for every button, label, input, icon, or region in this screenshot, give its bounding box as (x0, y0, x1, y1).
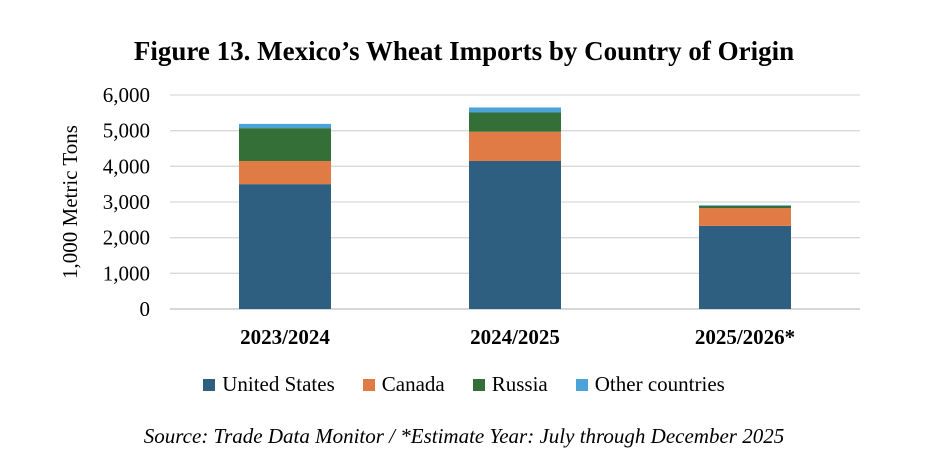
bar-segment (239, 184, 331, 309)
legend-swatch (472, 378, 485, 391)
bar-segment (699, 208, 791, 226)
source-note: Source: Trade Data Monitor / *Estimate Y… (143, 424, 785, 448)
bar-segment (239, 123, 331, 129)
legend-label: Other countries (594, 372, 725, 396)
y-tick-label: 5,000 (103, 119, 150, 143)
bar-segment (469, 112, 561, 132)
y-tick-label: 4,000 (103, 154, 150, 178)
y-tick-label: 2,000 (103, 226, 150, 250)
stacked-bar-chart: 0 1,000 2,000 3,000 4,000 5,000 6,000 2023/202… (58, 83, 860, 349)
bars (239, 107, 791, 309)
y-axis-ticks: 0 1,000 2,000 3,000 4,000 5,000 6,000 (103, 83, 150, 321)
legend-item: Other countries (575, 372, 725, 397)
y-tick-label: 0 (140, 297, 151, 321)
y-tick-label: 6,000 (103, 83, 150, 107)
bar-segment (469, 160, 561, 309)
y-tick-label: 3,000 (103, 190, 150, 214)
legend-label: United States (222, 372, 335, 396)
bar-segment (469, 107, 561, 113)
bar-segment (699, 205, 791, 209)
x-tick-label: 2023/2024 (240, 325, 330, 349)
legend-item: Russia (472, 372, 548, 397)
legend-swatch (575, 378, 588, 391)
x-axis-ticks: 2023/2024 2024/2025 2025/2026* (240, 325, 795, 349)
y-axis-label: 1,000 Metric Tons (58, 125, 82, 279)
legend-item: Canada (362, 372, 445, 397)
chart-title: Figure 13. Mexico’s Wheat Imports by Cou… (133, 36, 795, 66)
x-tick-label: 2025/2026* (695, 325, 795, 349)
x-tick-label: 2024/2025 (470, 325, 560, 349)
bar-segment (699, 205, 791, 206)
legend-swatch (362, 378, 375, 391)
bar-segment (469, 131, 561, 161)
legend-item: United States (203, 372, 335, 397)
bar-segment (699, 225, 791, 309)
legend-swatch (203, 378, 216, 391)
bar-segment (239, 160, 331, 185)
legend-label: Canada (381, 372, 445, 396)
legend-label: Russia (491, 372, 548, 396)
legend: United States Canada Russia Other countries (0, 372, 928, 397)
bar-segment (239, 128, 331, 161)
y-tick-label: 1,000 (103, 261, 150, 285)
